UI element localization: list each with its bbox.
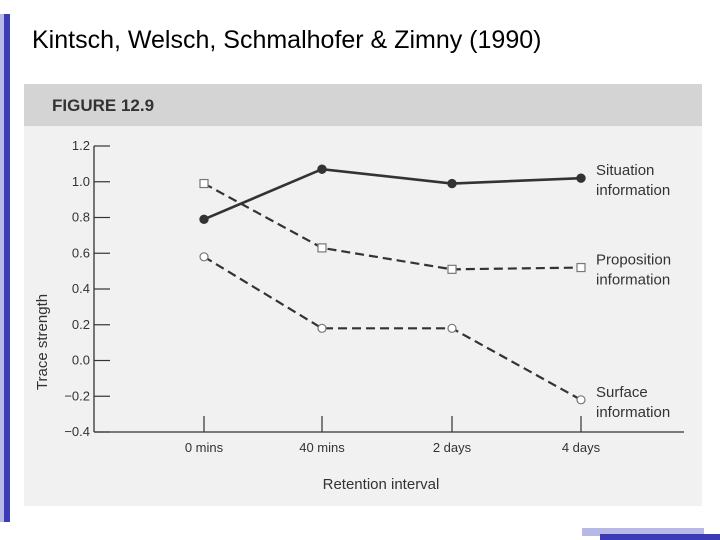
y-tick-label: −0.4 [64, 424, 90, 439]
y-tick-label: 0.0 [72, 353, 90, 368]
slide-title: Kintsch, Welsch, Schmalhofer & Zimny (19… [32, 26, 542, 54]
series-label: Situation information [596, 162, 670, 199]
left-accent-bar-light [0, 14, 4, 522]
left-accent-bar [4, 14, 10, 522]
figure-panel: FIGURE 12.9 1.2 1.0 0.8 0.6 0.4 0.2 0.0 −0.2 −0.… [24, 84, 702, 506]
line-chart: FIGURE 12.9 1.2 1.0 0.8 0.6 0.4 0.2 0.0 −0.2 −0.… [24, 84, 702, 493]
series-line [203, 182, 582, 271]
data-point [576, 395, 586, 405]
y-tick-label: 0.8 [72, 210, 90, 225]
y-axis-title: Trace strength [34, 294, 51, 390]
y-tick-label: 0.2 [72, 317, 90, 332]
data-point [447, 178, 457, 189]
x-axis-title: Retention interval [323, 476, 440, 493]
x-tick-label: 0 mins [185, 440, 224, 455]
data-point [317, 243, 327, 253]
y-tick-label: 0.4 [72, 281, 90, 296]
series-label: Proposition information [596, 252, 671, 289]
x-tick-label: 2 days [433, 440, 472, 455]
figure-label: FIGURE 12.9 [52, 96, 154, 115]
data-point [447, 264, 457, 274]
data-point [199, 178, 209, 189]
data-point [317, 323, 327, 333]
data-point [576, 262, 586, 273]
x-tick-label: 40 mins [299, 440, 345, 455]
x-tick-label: 4 days [562, 440, 601, 455]
data-point [199, 214, 209, 224]
figure-heading-band [24, 84, 702, 126]
y-tick-label: 0.6 [72, 245, 90, 260]
bottom-accent-bar-light [582, 528, 704, 536]
data-point [576, 173, 586, 183]
y-tick-label: 1.2 [72, 138, 90, 153]
series-line [203, 255, 582, 401]
data-point [447, 323, 457, 333]
series-line [203, 167, 582, 221]
data-point [199, 252, 209, 262]
y-tick-label: 1.0 [72, 174, 90, 189]
bottom-accent-bar [600, 534, 720, 540]
y-tick-label: −0.2 [64, 388, 90, 403]
series-label: Surface information [596, 384, 670, 421]
data-point [317, 164, 327, 174]
